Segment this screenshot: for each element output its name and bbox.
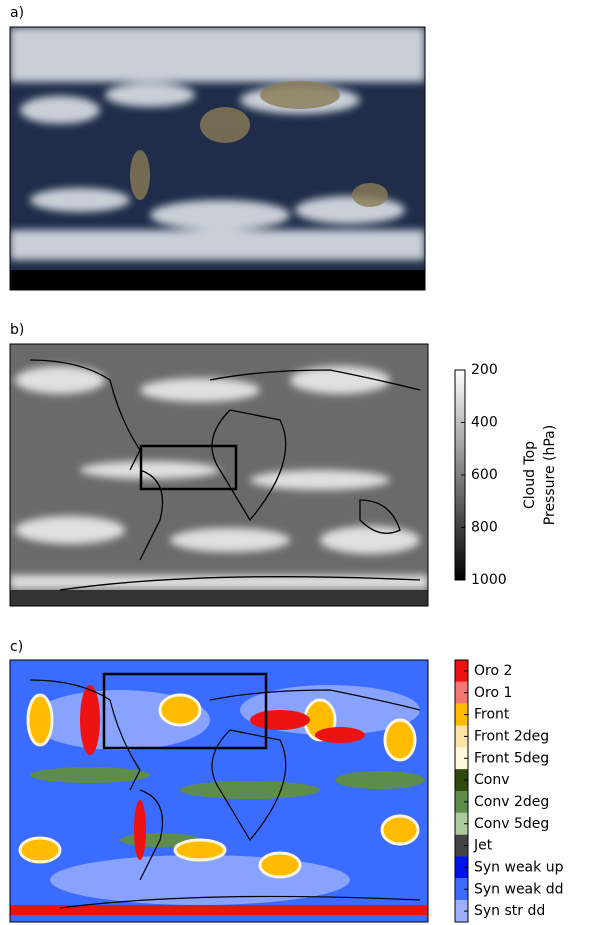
colorbar-tick-label: 800 (471, 520, 498, 536)
legend-label: Front 5deg (474, 750, 549, 766)
legend-swatch (455, 660, 468, 682)
colorbar-label: Pressure (hPa) (542, 425, 558, 525)
legend-frame (454, 659, 469, 923)
legend-label: Syn weak dd (474, 881, 563, 897)
colorbar-tick-label: 200 (471, 362, 498, 378)
legend-swatch (455, 791, 468, 813)
legend-swatch (455, 834, 468, 857)
panel-label: a) (10, 5, 24, 21)
legend-label: Oro 2 (474, 663, 512, 679)
legend-label: Syn weak up (474, 859, 564, 875)
legend-swatch (455, 703, 468, 726)
cloud-top-map (10, 344, 428, 606)
legend-swatch (455, 725, 468, 748)
legend-swatch (455, 747, 468, 770)
legend-label: Front 2deg (474, 728, 549, 744)
legend-swatch (455, 769, 468, 791)
colorbar-tick-label: 1000 (471, 572, 507, 588)
legend-swatch (455, 812, 468, 835)
regime-map (10, 660, 428, 922)
colorbar-tick-label: 600 (471, 467, 498, 483)
legend-label: Conv 2deg (474, 794, 549, 810)
legend-swatch (455, 878, 468, 901)
colorbar-label: Cloud Top (522, 441, 538, 509)
satellite-map (10, 27, 425, 290)
legend-label: Oro 1 (474, 685, 512, 701)
panel-label: c) (10, 639, 23, 655)
legend-swatch (455, 856, 468, 879)
colorbar-tick-label: 400 (471, 415, 498, 431)
legend-label: Syn str dd (474, 903, 545, 919)
panel-label: b) (10, 322, 24, 338)
legend-swatch (455, 900, 468, 922)
legend-label: Conv (474, 772, 510, 788)
legend-label: Conv 5deg (474, 816, 549, 832)
legend-swatch (455, 681, 468, 704)
legend-label: Jet (473, 838, 493, 854)
legend-label: Front (474, 707, 510, 723)
